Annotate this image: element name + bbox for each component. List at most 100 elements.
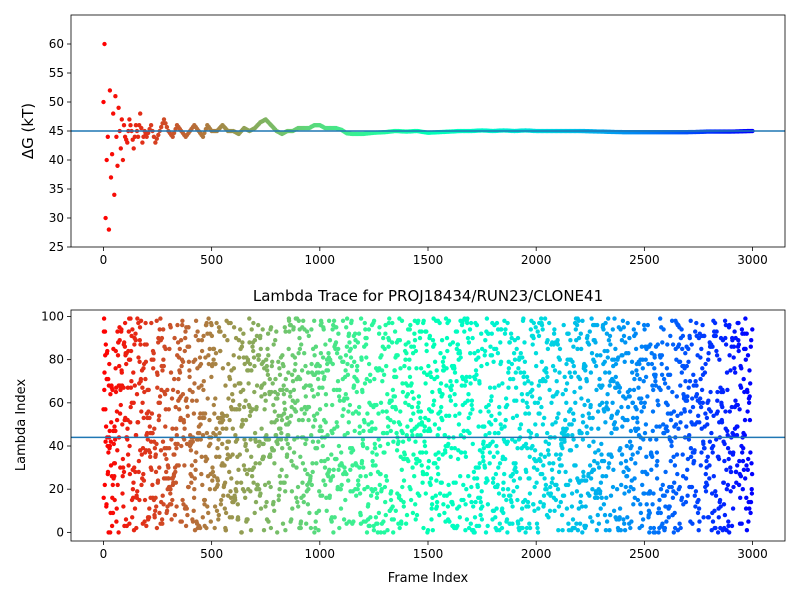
lambda-point [352,331,358,336]
delta-g-panel: 0 500 1000 1500 2000 2500 3000 253035404550556… [19,14,786,267]
lambda-point [281,392,287,397]
x-tick-label: 2000 [521,547,552,561]
lambda-point [570,433,575,438]
lambda-point [723,409,728,414]
lambda-point [517,476,523,481]
lambda-point [199,338,205,343]
lambda-point [618,461,624,466]
lambda-point [606,461,612,466]
lambda-point [216,325,222,330]
lambda-point [314,461,319,466]
lambda-point [363,342,369,347]
lambda-point [745,389,750,395]
lambda-point [245,357,251,362]
lambda-point [599,495,604,500]
lambda-point [391,530,396,535]
lambda-point [343,353,349,358]
lambda-point [670,342,676,347]
lambda-point [669,318,675,323]
lambda-point [312,530,317,535]
lambda-point [473,368,479,373]
lambda-point [454,329,460,334]
lambda-point [703,489,709,494]
lambda-point [193,333,198,339]
lambda-point [291,387,297,393]
lambda-point [246,381,251,386]
lambda-point [479,331,484,336]
lambda-point [262,482,268,488]
lambda-point [401,499,406,505]
lambda-point [731,355,736,360]
lambda-point [485,478,490,483]
lambda-point [303,363,308,369]
lambda-point [600,474,605,479]
lambda-point [618,327,623,332]
lambda-point [186,484,191,490]
y-tick-label: 25 [49,240,64,254]
lambda-point [242,467,248,472]
lambda-point [530,342,535,347]
lambda-point [142,497,148,503]
lambda-point [582,402,587,408]
x-tick-label: 2500 [629,547,660,561]
lambda-point [452,392,457,397]
lambda-point [621,469,626,475]
lambda-point [220,366,226,371]
lambda-point [506,359,511,364]
lambda-point [641,437,646,442]
lambda-point [658,510,663,516]
lambda-point [466,525,472,531]
lambda-point [310,461,315,466]
lambda-point [164,456,169,462]
lambda-point [660,521,665,526]
lambda-point [741,467,747,472]
lambda-point [587,463,593,468]
lambda-point [608,512,613,518]
lambda-point [359,357,364,362]
lambda-point [664,424,669,429]
lambda-point [696,413,701,418]
lambda-point [475,484,480,490]
lambda-point [665,428,670,434]
lambda-point [333,340,339,345]
lambda-point [364,376,369,382]
lambda-point [648,437,653,442]
lambda-point [382,346,387,352]
lambda-point [453,402,458,408]
lambda-point [491,359,496,364]
lambda-point [295,484,301,490]
lambda-point [157,510,162,516]
lambda-point [584,478,589,483]
lambda-point [634,415,640,421]
lambda-point [431,398,437,403]
lambda-point [673,422,679,427]
lambda-point [510,471,515,477]
lambda-point [480,450,485,455]
lambda-point [128,385,134,390]
lambda-point [504,497,509,503]
lambda-point [247,404,252,410]
lambda-point [489,353,495,358]
lambda-point [670,495,676,500]
lambda-point [228,489,233,494]
lambda-point [355,487,360,492]
lambda-point [289,372,295,377]
lambda-point [498,422,503,427]
lambda-point [466,340,472,345]
lambda-point [284,387,289,393]
lambda-point [180,497,185,503]
lambda-point [539,359,544,364]
lambda-point [473,499,478,505]
lambda-point [461,497,466,503]
lambda-point [336,467,341,472]
lambda-point [594,528,599,533]
lambda-point [248,528,254,533]
lambda-point [602,359,607,364]
lambda-point [510,437,515,442]
lambda-point [368,515,373,520]
lambda-point [571,344,576,349]
lambda-point [736,338,741,343]
lambda-point [400,484,405,490]
lambda-point [596,465,602,470]
